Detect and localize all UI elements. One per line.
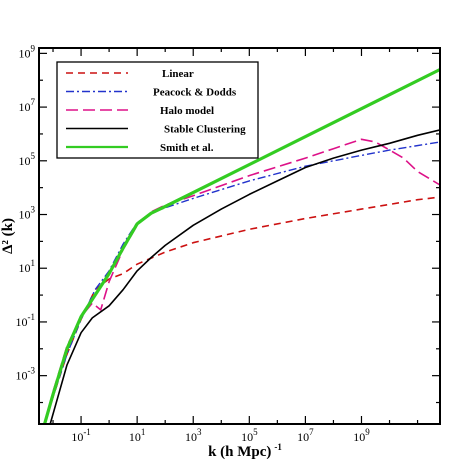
x-tick-label: 10-1	[71, 427, 91, 444]
legend-label-2: Halo model	[160, 105, 214, 117]
x-tick-label: 109	[353, 427, 370, 444]
y-tick-label: 105	[19, 151, 36, 168]
legend-label-4: Smith et al.	[160, 142, 214, 154]
x-axis-label: k (h Mpc) -1	[208, 442, 282, 460]
plot-frame	[38, 47, 441, 425]
y-axis-label: Δ² (k)	[0, 218, 16, 254]
legend-label-1: Peacock & Dodds	[153, 87, 237, 99]
axis-ticks	[39, 48, 440, 424]
series-line-3	[49, 129, 440, 424]
y-tick-label: 10-3	[16, 366, 36, 383]
series-line-0	[43, 196, 440, 424]
x-tick-label: 107	[297, 427, 314, 444]
data-lines	[43, 68, 440, 424]
legend-label-3: Stable Clustering	[164, 124, 246, 136]
y-tick-label: 10-1	[16, 312, 36, 329]
y-tick-label: 103	[19, 205, 36, 222]
x-tick-label: 103	[185, 427, 202, 444]
x-axis-label-sup: -1	[274, 442, 282, 452]
x-tick-label: 105	[241, 427, 258, 444]
x-axis-label-main: k (h Mpc)	[208, 444, 271, 460]
y-tick-label: 109	[19, 43, 36, 60]
y-tick-label: 101	[19, 258, 36, 275]
tick-labels: 10-1 101 103 105 107 109 10-3 10-1 101 103 105 107 1…	[16, 43, 371, 444]
legend: Linear Peacock & Dodds Halo model Stable Cl…	[56, 61, 259, 159]
legend-label-0: Linear	[162, 68, 194, 80]
y-tick-label: 107	[19, 97, 36, 114]
series-line-4	[43, 68, 440, 424]
x-tick-label: 101	[129, 427, 146, 444]
